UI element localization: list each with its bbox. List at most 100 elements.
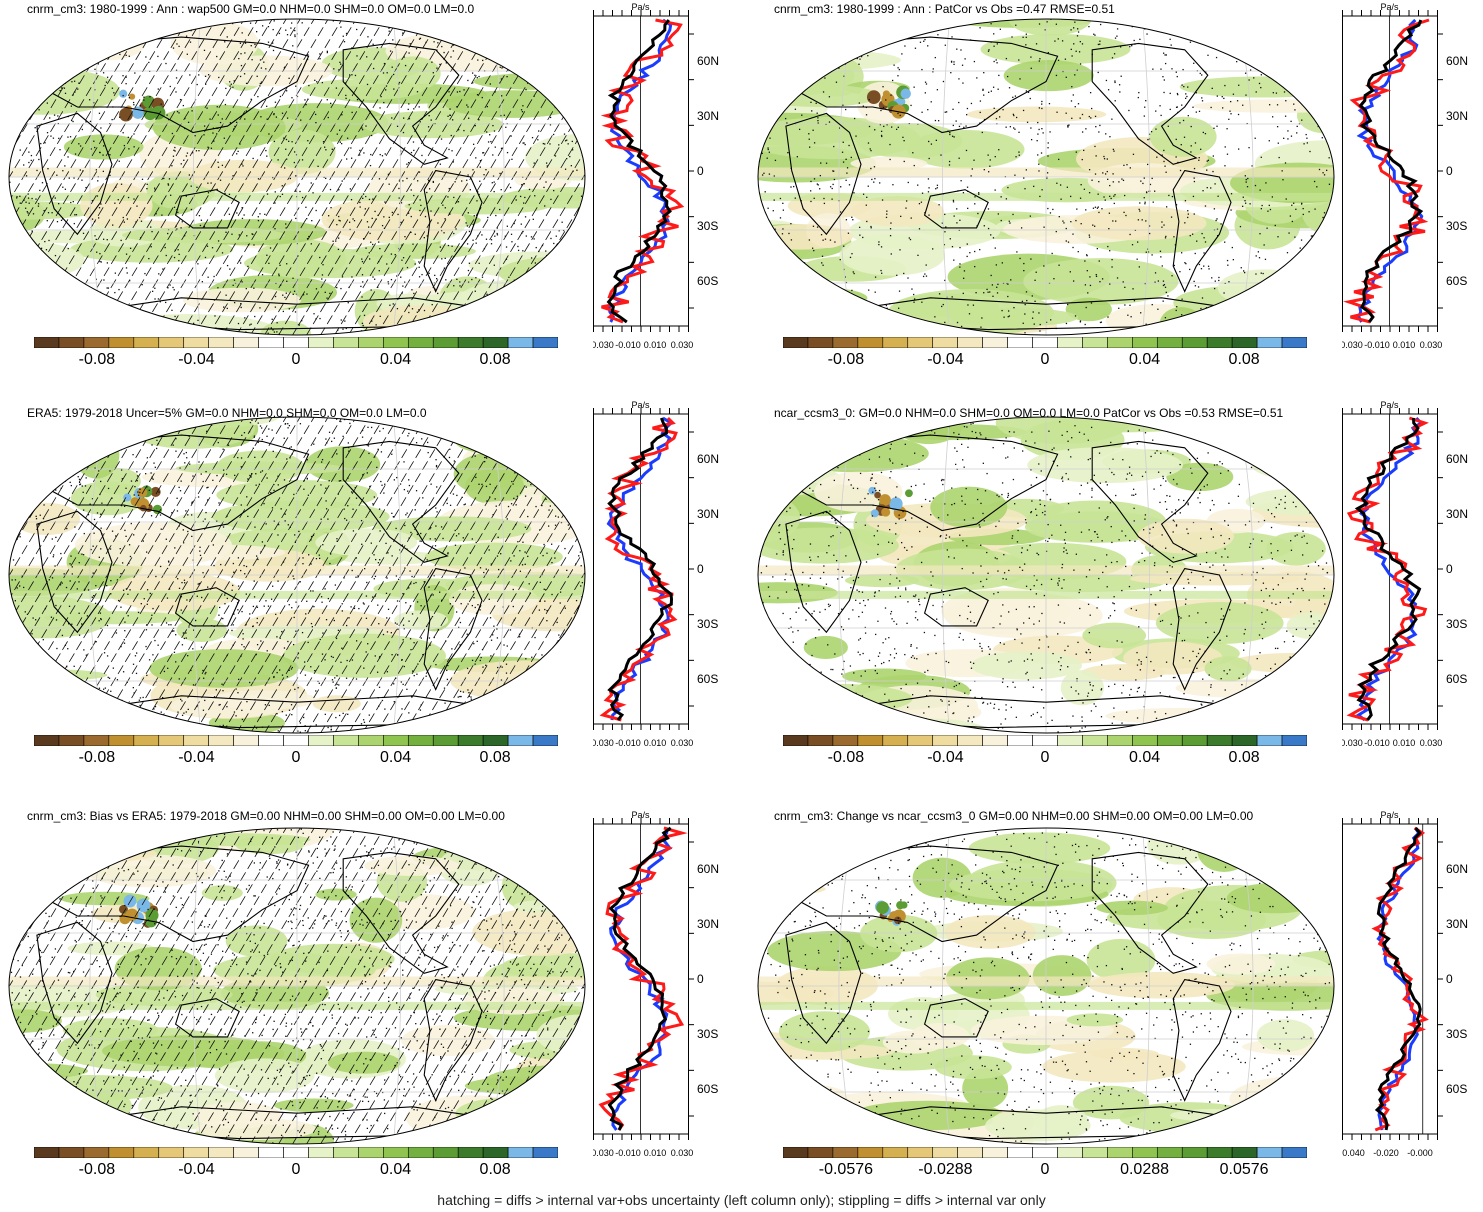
latitude-tick-label: 30N: [697, 109, 719, 123]
colorbar-swatch: [957, 735, 983, 746]
panel-title: ncar_ccsm3_0: GM=0.0 NHM=0.0 SHM=0.0 OM=…: [774, 406, 1284, 420]
colorbar-swatch: [58, 1147, 85, 1158]
colorbar-swatch: [258, 735, 284, 746]
profile-x-tick-label: -0.030: [593, 1148, 614, 1158]
colorbar: [783, 337, 1307, 348]
latitude-tick-label: 60S: [1446, 274, 1467, 288]
colorbar-swatch: [1281, 337, 1307, 348]
latitude-tick-label: 30S: [697, 1027, 718, 1041]
colorbar-swatch: [233, 735, 259, 746]
colorbar-swatch: [432, 1147, 459, 1158]
profile-unit: Pa/s: [631, 2, 650, 12]
colorbar-swatch: [932, 337, 958, 348]
colorbar-tick-label: -0.08: [827, 351, 865, 368]
map-field: [9, 19, 585, 335]
colorbar-swatch: [283, 1147, 309, 1158]
colorbar-swatch: [283, 337, 309, 348]
colorbar-swatch: [158, 1147, 185, 1158]
profile-x-tick-label: 0.010: [1393, 340, 1416, 350]
colorbar-swatch: [507, 1147, 534, 1158]
colorbar-swatch: [358, 337, 384, 348]
colorbar-tick-label: 0.08: [1228, 749, 1260, 766]
colorbar-swatch: [34, 735, 60, 746]
latitude-tick-label: 60N: [697, 54, 719, 68]
colorbar-swatch: [1231, 735, 1258, 746]
colorbar-swatch: [358, 735, 384, 746]
latitude-tick-label: 0: [1446, 562, 1453, 576]
colorbar-swatch: [383, 735, 409, 746]
latitude-tick-label: 30S: [697, 617, 718, 631]
colorbar-tick-label: -0.08: [78, 351, 116, 368]
colorbar-swatch: [982, 337, 1008, 348]
reference-profile-line: [1358, 19, 1424, 323]
colorbar-swatch: [233, 1147, 259, 1158]
map-field: [758, 19, 1334, 335]
latitude-tick-label: 60S: [697, 672, 718, 686]
profile-x-tick-label: -0.030: [1342, 340, 1363, 350]
figure-caption: hatching = diffs > internal var+obs unce…: [437, 1192, 1046, 1208]
colorbar-swatch: [308, 1147, 334, 1158]
colorbar-swatch: [1256, 735, 1283, 746]
colorbar-swatch: [1156, 337, 1183, 348]
colorbar-swatch: [482, 337, 509, 348]
latitude-tick-label: 60S: [697, 1082, 718, 1096]
colorbar-swatch: [108, 337, 135, 348]
colorbar-swatch: [83, 1147, 110, 1158]
profile-x-tick-label: 0.010: [644, 1148, 667, 1158]
colorbar-swatch: [882, 337, 909, 348]
colorbar-swatch: [1032, 1147, 1058, 1158]
colorbar-swatch: [83, 735, 110, 746]
colorbar-swatch: [832, 337, 859, 348]
colorbar-swatch: [807, 1147, 834, 1158]
colorbar-swatch: [208, 735, 234, 746]
colorbar-swatch: [83, 337, 110, 348]
colorbar-swatch: [982, 735, 1008, 746]
latitude-tick-label: 0: [697, 972, 704, 986]
latitude-tick-label: 60N: [697, 452, 719, 466]
profile-x-tick-label: -0.030: [593, 340, 614, 350]
colorbar-swatch: [1082, 1147, 1108, 1158]
colorbar-swatch: [407, 735, 434, 746]
colorbar-swatch: [457, 1147, 484, 1158]
colorbar-tick-label: -0.08: [827, 749, 865, 766]
world-map: [757, 416, 1335, 734]
colorbar-swatch: [932, 735, 958, 746]
colorbar-swatch: [457, 735, 484, 746]
colorbar-swatch: [34, 337, 60, 348]
colorbar-swatch: [907, 735, 934, 746]
reference-profile-line: [1354, 417, 1422, 721]
colorbar-swatch: [1281, 735, 1307, 746]
colorbar-swatch: [1156, 735, 1183, 746]
colorbar-swatch: [358, 1147, 384, 1158]
profile-x-tick-label: 0.030: [671, 1148, 694, 1158]
panel-title: ERA5: 1979-2018 Uncer=5% GM=0.0 NHM=0.0 …: [27, 406, 427, 420]
colorbar-swatch: [1032, 337, 1058, 348]
colorbar-swatch: [308, 735, 334, 746]
profile-x-tick-label: 0.030: [1420, 340, 1443, 350]
latitude-tick-label: 30N: [1446, 109, 1468, 123]
map-field: [758, 417, 1334, 733]
colorbar-tick-label: 0.04: [379, 351, 412, 368]
profile-unit: Pa/s: [631, 400, 650, 410]
colorbar-tick-label: 0: [1040, 1161, 1050, 1178]
latitude-tick-label: 30S: [1446, 1027, 1467, 1041]
colorbar-swatch: [807, 735, 834, 746]
colorbar-swatch: [857, 1147, 884, 1158]
colorbar-swatch: [133, 337, 160, 348]
zonal-mean-profile: Pa/s 60N 30N 0 30S 60S -0.040 -0.020 -0.000: [1342, 810, 1468, 1158]
colorbar-swatch: [432, 735, 459, 746]
colorbar-swatch: [507, 337, 534, 348]
colorbar-swatch: [158, 735, 185, 746]
profile-x-tick-label: -0.010: [615, 1148, 641, 1158]
colorbar-tick-label: 0.04: [379, 1161, 412, 1178]
colorbar-swatch: [233, 337, 259, 348]
colorbar-swatch: [333, 337, 359, 348]
colorbar-swatch: [208, 1147, 234, 1158]
latitude-tick-label: 30N: [1446, 917, 1468, 931]
colorbar-swatch: [1107, 1147, 1133, 1158]
colorbar-tick-label: 0.0288: [1120, 1161, 1170, 1178]
colorbar-swatch: [1132, 1147, 1158, 1158]
reference-profile-line: [1374, 827, 1422, 1131]
panel-title: cnrm_cm3: Bias vs ERA5: 1979-2018 GM=0.0…: [27, 809, 505, 823]
